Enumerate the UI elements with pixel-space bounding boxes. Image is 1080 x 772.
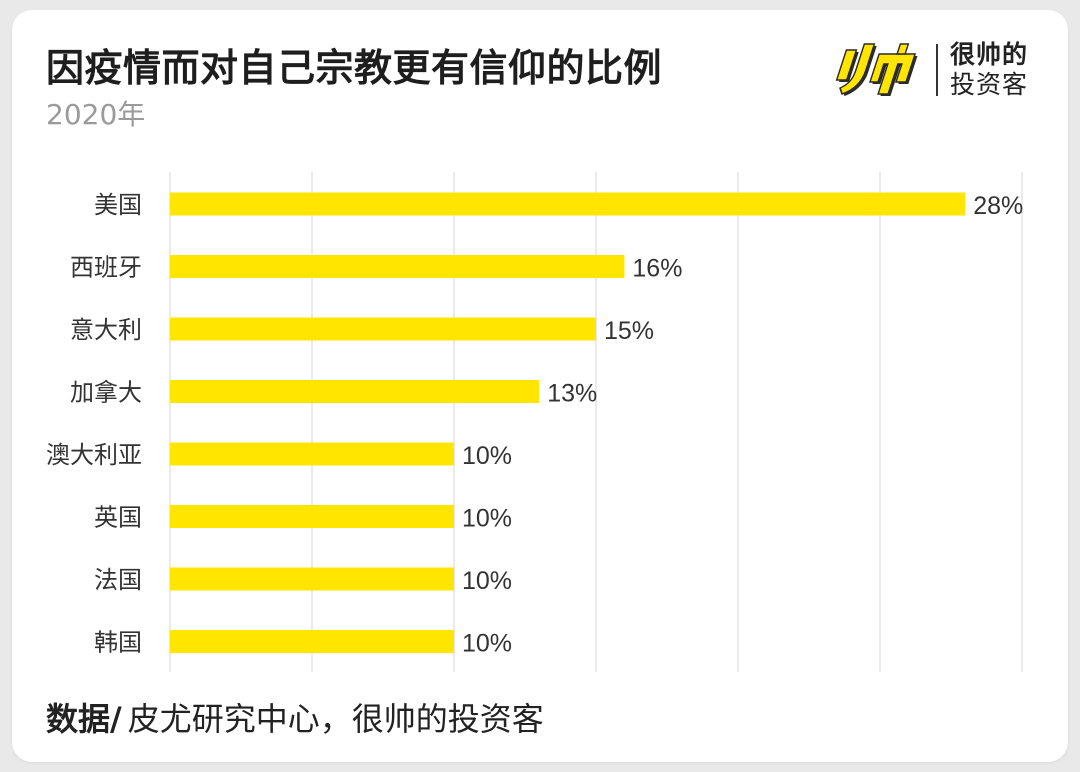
bar <box>170 380 540 403</box>
brand-name: 很帅的 投资客 <box>950 40 1028 100</box>
value-label: 10% <box>462 567 512 595</box>
category-label: 美国 <box>94 191 142 219</box>
value-label: 10% <box>462 630 512 658</box>
category-label: 韩国 <box>94 629 142 657</box>
value-label: 13% <box>547 380 597 408</box>
bar <box>170 255 625 278</box>
value-label: 10% <box>462 505 512 533</box>
bar <box>170 505 454 528</box>
brand-mark-icon <box>835 43 918 96</box>
brand-divider <box>936 44 938 96</box>
category-label: 英国 <box>94 504 142 532</box>
category-label: 西班牙 <box>70 254 142 282</box>
bar <box>170 317 596 341</box>
source-slash: / <box>110 700 122 738</box>
bar <box>170 442 454 466</box>
category-label: 意大利 <box>70 316 142 344</box>
source-text: 皮尤研究中心，很帅的投资客 <box>127 700 544 738</box>
chart-title: 因疫情而对自己宗教更有信仰的比例 <box>46 46 663 90</box>
brand-logo: 很帅的 投资客 <box>828 38 1038 104</box>
value-labels: 28% 16% 15% 13% 10% 10% 10% 10% <box>462 192 1023 658</box>
value-label: 16% <box>632 255 682 283</box>
category-label: 澳大利亚 <box>46 441 142 469</box>
bar <box>170 567 454 591</box>
chart-gridlines <box>169 172 1023 672</box>
value-label: 15% <box>604 317 654 345</box>
chart-subtitle: 2020年 <box>46 98 146 131</box>
source-lead: 数据 <box>46 700 111 738</box>
category-label: 加拿大 <box>70 379 142 407</box>
brand-name-line2: 投资客 <box>950 70 1029 99</box>
category-label: 法国 <box>94 566 142 594</box>
chart-bars <box>170 192 966 653</box>
bar <box>170 630 454 653</box>
brand-name-line1: 很帅的 <box>950 40 1029 69</box>
source-note: 数据/皮尤研究中心，很帅的投资客 <box>46 700 544 738</box>
bar <box>170 192 966 216</box>
value-label: 10% <box>462 442 512 470</box>
value-label: 28% <box>973 192 1023 220</box>
